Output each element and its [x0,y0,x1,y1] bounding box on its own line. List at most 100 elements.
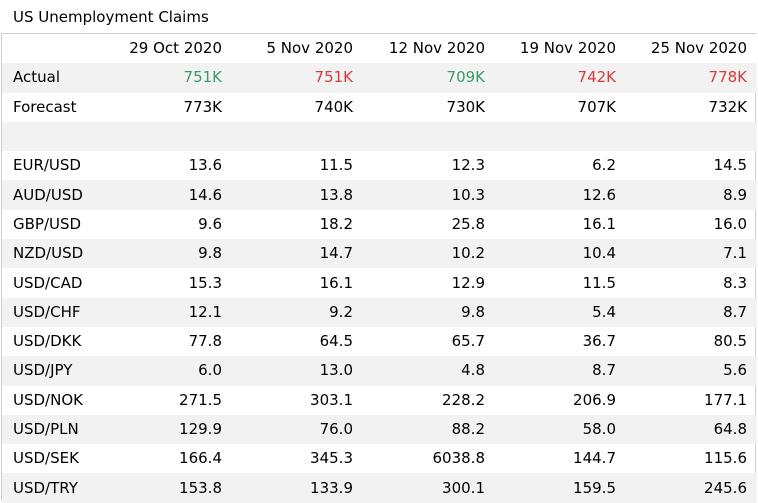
spacer-cell [2,121,101,152]
spacer-cell [626,121,757,152]
pair-value: 11.5 [319,156,353,175]
pair-row: AUD/USD 14.6 13.8 10.3 12.6 8.9 [2,180,757,210]
pair-value: 14.7 [232,239,363,269]
pair-value: 228.2 [442,390,485,409]
actual-value: 751K [101,63,232,93]
pair-value: 300.1 [363,473,495,503]
actual-value: 709K [363,63,495,93]
pair-value: 11.5 [582,273,616,292]
pair-value: 177.1 [704,390,747,409]
pair-value: 166.4 [179,449,222,468]
pair-value: 8.9 [626,180,757,210]
pair-value: 206.9 [573,390,616,409]
header-row: 29 Oct 2020 5 Nov 2020 12 Nov 2020 19 No… [2,34,757,64]
pair-row: USD/CAD 15.3 16.1 12.9 11.5 8.3 [2,268,757,297]
pair-row: USD/NOK 271.5 303.1 228.2 206.9 177.1 [2,386,757,415]
claims-table-frame: 29 Oct 2020 5 Nov 2020 12 Nov 2020 19 No… [1,33,757,503]
forecast-value: 707K [577,97,616,116]
actual-row: Actual 751K 751K 709K 742K 778K [2,63,757,93]
pair-value: 16.1 [582,214,616,233]
pair-row: USD/PLN 129.9 76.0 88.2 58.0 64.8 [2,414,757,445]
pair-value: 15.3 [188,273,222,292]
pair-label: USD/DKK [13,332,82,351]
pair-value: 153.8 [101,473,232,503]
pair-label: USD/SEK [13,449,79,468]
pair-value: 159.5 [495,473,626,503]
column-header: 25 Nov 2020 [626,34,757,64]
column-header: 19 Nov 2020 [495,34,626,64]
pair-value: 9.6 [198,214,222,233]
pair-row: EUR/USD 13.6 11.5 12.3 6.2 14.5 [2,151,757,180]
pair-value: 25.8 [451,214,485,233]
pair-value: 77.8 [188,332,222,351]
row-label: Forecast [13,97,77,116]
pair-row: USD/CHF 12.1 9.2 9.8 5.4 8.7 [2,297,757,327]
pair-value: 18.2 [319,214,353,233]
pair-value: 12.3 [451,156,485,175]
pair-value: 5.6 [626,356,757,386]
pair-row: USD/JPY 6.0 13.0 4.8 8.7 5.6 [2,356,757,386]
pair-value: 58.0 [495,414,626,445]
pair-value: 8.3 [723,273,747,292]
row-label: Actual [2,63,101,93]
forecast-value: 740K [314,97,353,116]
actual-value: 742K [495,63,626,93]
pair-value: 271.5 [179,390,222,409]
pair-value: 6.2 [592,156,616,175]
pair-label: USD/JPY [2,356,101,386]
pair-value: 16.0 [713,214,747,233]
pair-value: 80.5 [713,332,747,351]
pair-value: 10.2 [363,239,495,269]
column-header: 29 Oct 2020 [101,34,232,64]
pair-value: 9.2 [232,297,363,327]
pair-value: 5.4 [495,297,626,327]
actual-value: 751K [232,63,363,93]
pair-value: 64.5 [319,332,353,351]
column-header: 12 Nov 2020 [363,34,495,64]
pair-row: GBP/USD 9.6 18.2 25.8 16.1 16.0 [2,210,757,239]
pair-value: 8.7 [626,297,757,327]
pair-row: USD/DKK 77.8 64.5 65.7 36.7 80.5 [2,327,757,356]
pair-row: USD/TRY 153.8 133.9 300.1 159.5 245.6 [2,473,757,503]
pair-label: NZD/USD [2,239,101,269]
pair-value: 65.7 [451,332,485,351]
pair-value: 16.1 [319,273,353,292]
spacer-cell [495,121,626,152]
pair-value: 88.2 [363,414,495,445]
pair-value: 64.8 [626,414,757,445]
pair-value: 8.7 [495,356,626,386]
forecast-row: Forecast 773K 740K 730K 707K 732K [2,93,757,122]
pair-value: 7.1 [626,239,757,269]
pair-label: USD/PLN [2,414,101,445]
pair-value: 345.3 [310,449,353,468]
pair-value: 36.7 [582,332,616,351]
pair-value: 9.8 [363,297,495,327]
spacer-cell [232,121,363,152]
pair-label: GBP/USD [13,214,82,233]
pair-row: USD/SEK 166.4 345.3 6038.8 144.7 115.6 [2,444,757,473]
pair-value: 303.1 [310,390,353,409]
forecast-value: 730K [446,97,485,116]
claims-table: 29 Oct 2020 5 Nov 2020 12 Nov 2020 19 No… [2,34,757,503]
pair-label: USD/CHF [2,297,101,327]
spacer-row [2,121,757,152]
spacer-cell [363,121,495,152]
pair-value: 133.9 [232,473,363,503]
pair-value: 9.8 [101,239,232,269]
pair-value: 115.6 [704,449,747,468]
pair-value: 12.9 [451,273,485,292]
header-corner [2,34,101,64]
pair-value: 13.6 [188,156,222,175]
pair-value: 12.1 [101,297,232,327]
column-header: 5 Nov 2020 [232,34,363,64]
pair-label: USD/CAD [13,273,83,292]
pair-value: 13.8 [232,180,363,210]
pair-value: 6038.8 [432,449,486,468]
pair-value: 76.0 [232,414,363,445]
pair-row: NZD/USD 9.8 14.7 10.2 10.4 7.1 [2,239,757,269]
pair-value: 12.6 [495,180,626,210]
pair-value: 14.5 [713,156,747,175]
forecast-value: 773K [183,97,222,116]
pair-value: 4.8 [363,356,495,386]
forecast-value: 732K [708,97,747,116]
